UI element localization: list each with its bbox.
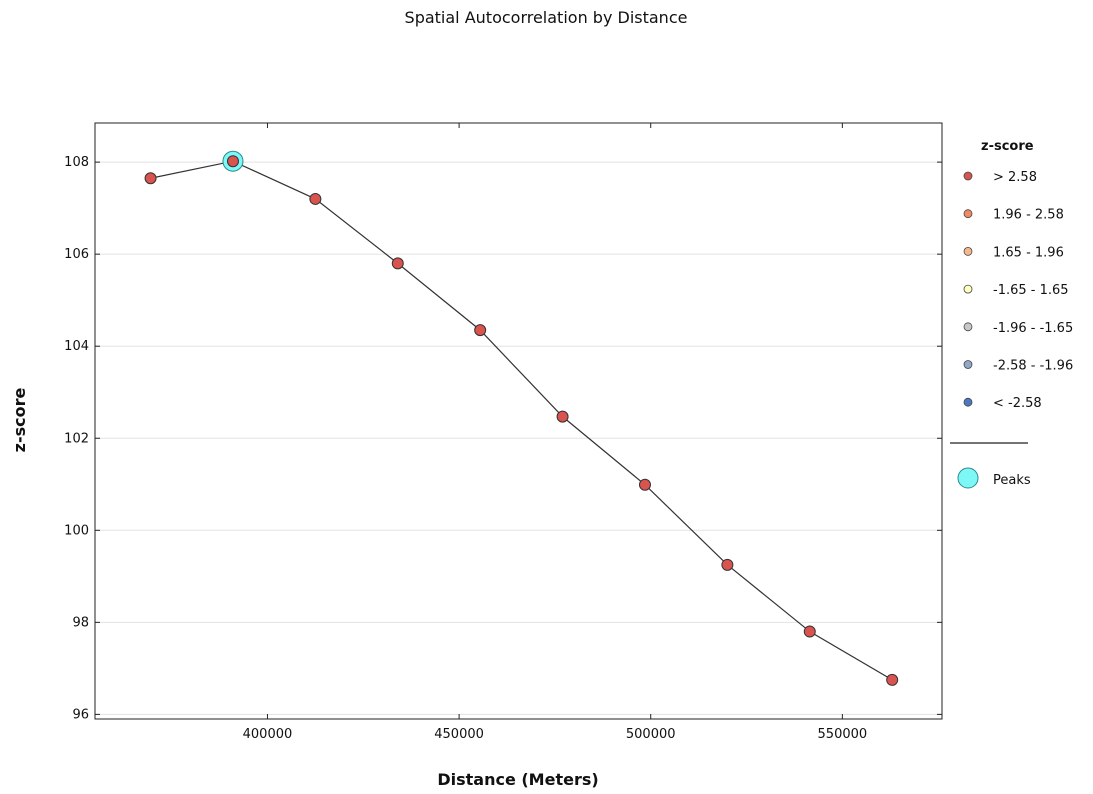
legend-item-label: < -2.58 xyxy=(993,396,1042,411)
series-line xyxy=(150,160,893,681)
legend-item-label: -2.58 - -1.96 xyxy=(993,359,1073,374)
legend-item-label: -1.65 - 1.65 xyxy=(993,283,1069,298)
data-point xyxy=(638,478,651,491)
data-series xyxy=(144,150,899,686)
y-tick-label: 96 xyxy=(72,707,89,722)
legend-peaks-swatch xyxy=(957,467,979,489)
legend-item-label: -1.96 - -1.65 xyxy=(993,321,1073,336)
legend-swatch xyxy=(963,171,973,181)
legend-item-label: 1.65 - 1.96 xyxy=(993,245,1064,260)
data-point xyxy=(886,673,899,686)
y-tick-label: 104 xyxy=(64,339,89,354)
x-axis-label: Distance (Meters) xyxy=(437,770,598,789)
y-axis-label: z-score xyxy=(10,388,29,453)
x-tick-label: 450000 xyxy=(434,727,484,742)
legend-swatch xyxy=(963,322,973,332)
legend-peaks-label: Peaks xyxy=(993,473,1031,488)
legend-swatch xyxy=(963,284,973,294)
data-point xyxy=(474,324,487,337)
plot-frame xyxy=(94,122,943,720)
data-point xyxy=(144,172,157,185)
data-point xyxy=(226,155,239,168)
data-point xyxy=(803,625,816,638)
data-point xyxy=(556,410,569,423)
legend: z-score > 2.58 1.96 - 2.58 1.65 - 1.96 -1.6… xyxy=(950,139,1073,489)
data-point xyxy=(309,192,322,205)
y-tick-label: 102 xyxy=(64,431,89,446)
x-tick-label: 400000 xyxy=(243,727,293,742)
x-tick-label: 500000 xyxy=(626,727,676,742)
legend-item-label: > 2.58 xyxy=(993,170,1037,185)
legend-swatch xyxy=(963,397,973,407)
chart-title: Spatial Autocorrelation by Distance xyxy=(405,8,688,27)
axis-ticks: 96 98 100 102 104 106 108 400000 450000 500000 550… xyxy=(64,123,942,742)
legend-swatch xyxy=(963,360,973,369)
legend-swatch xyxy=(963,209,973,219)
data-point xyxy=(391,257,404,270)
y-tick-label: 98 xyxy=(72,615,89,630)
y-tick-label: 100 xyxy=(64,523,89,538)
legend-title: z-score xyxy=(981,139,1034,154)
data-point xyxy=(721,558,734,571)
legend-swatch xyxy=(963,246,973,256)
y-tick-label: 106 xyxy=(64,247,89,262)
y-tick-label: 108 xyxy=(64,155,89,170)
x-tick-label: 550000 xyxy=(818,727,868,742)
legend-item-label: 1.96 - 2.58 xyxy=(993,208,1064,223)
